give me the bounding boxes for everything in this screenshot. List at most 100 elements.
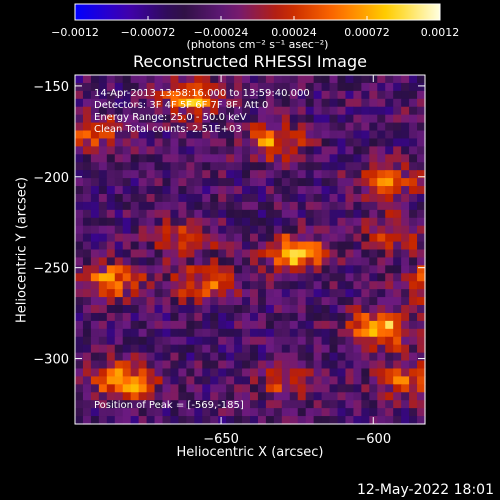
heatmap-cell (265, 416, 275, 425)
heatmap-cell (313, 90, 323, 100)
heatmap-cell (122, 384, 132, 393)
heatmap-cell (154, 217, 164, 227)
heatmap-cell (401, 98, 410, 108)
heatmap-cell (170, 320, 180, 330)
heatmap-cell (146, 146, 156, 155)
heatmap-cell (170, 75, 180, 84)
heatmap-cell (122, 130, 132, 140)
heatmap-cell (385, 265, 394, 274)
heatmap-cell (82, 336, 92, 346)
heatmap-cell (186, 106, 195, 116)
heatmap-cell (289, 344, 299, 354)
heatmap-cell (170, 186, 180, 195)
heatmap-cell (170, 130, 180, 140)
heatmap-cell (106, 106, 116, 116)
heatmap-cell (75, 297, 84, 306)
heatmap-cell (154, 186, 164, 195)
heatmap-cell (242, 193, 251, 203)
heatmap-cell (202, 178, 211, 187)
heatmap-cell (154, 146, 164, 155)
heatmap-cell (106, 193, 116, 203)
heatmap-cell (353, 170, 362, 179)
heatmap-cell (281, 154, 291, 163)
heatmap-cell (138, 178, 148, 187)
heatmap-cell (369, 241, 378, 251)
heatmap-cell (210, 392, 219, 401)
heatmap-cell (162, 320, 172, 330)
heatmap-cell (257, 193, 267, 203)
heatmap-cell (210, 281, 219, 290)
heatmap-cell (250, 138, 259, 147)
heatmap-cell (226, 138, 235, 147)
heatmap-cell (138, 392, 148, 401)
heatmap-cell (75, 162, 84, 171)
heatmap-cell (289, 368, 299, 378)
heatmap-cell (297, 281, 307, 290)
heatmap-cell (138, 106, 148, 116)
heatmap-cell (305, 130, 315, 140)
heatmap-cell (202, 257, 211, 266)
heatmap-cell (281, 170, 291, 179)
heatmap-cell (186, 241, 195, 251)
heatmap-cell (297, 209, 307, 219)
heatmap-cell (226, 122, 235, 132)
heatmap-cell (234, 154, 243, 163)
heatmap-cell (242, 416, 251, 425)
heatmap-cell (138, 328, 148, 338)
heatmap-cell (234, 114, 243, 124)
heatmap-cell (146, 392, 156, 401)
heatmap-cell (242, 352, 251, 362)
heatmap-cell (393, 225, 402, 235)
heatmap-cell (273, 400, 283, 409)
heatmap-cell (82, 186, 92, 195)
heatmap-cell (273, 201, 283, 211)
heatmap-cell (417, 376, 426, 385)
heatmap-cell (178, 146, 187, 155)
heatmap-cell (154, 225, 164, 235)
heatmap-cell (90, 75, 100, 84)
heatmap-cell (250, 360, 259, 370)
heatmap-cell (130, 225, 140, 235)
heatmap-cell (361, 98, 370, 108)
heatmap-cell (122, 408, 132, 417)
heatmap-cell (202, 400, 211, 409)
heatmap-cell (90, 281, 100, 290)
heatmap-cell (146, 360, 156, 370)
heatmap-cell (401, 400, 410, 409)
heatmap-cell (186, 281, 195, 290)
heatmap-cell (409, 416, 418, 425)
heatmap-cell (409, 328, 418, 338)
heatmap-cell (281, 328, 291, 338)
heatmap-cell (234, 106, 243, 116)
heatmap-cell (138, 344, 148, 354)
heatmap-cell (210, 90, 219, 100)
heatmap-cell (234, 360, 243, 370)
heatmap-cell (353, 416, 362, 425)
heatmap-cell (409, 233, 418, 243)
heatmap-cell (417, 273, 426, 282)
heatmap-cell (138, 138, 148, 147)
heatmap-cell (417, 170, 426, 179)
heatmap-cell (234, 178, 243, 187)
heatmap-cell (377, 106, 386, 116)
heatmap-cell (98, 328, 108, 338)
heatmap-cell (305, 320, 315, 330)
heatmap-cell (337, 257, 347, 266)
heatmap-cell (257, 265, 267, 274)
heatmap-cell (194, 384, 203, 393)
heatmap-cell (281, 416, 291, 425)
heatmap-cell (210, 233, 219, 243)
heatmap-cell (377, 154, 386, 163)
heatmap-cell (369, 233, 378, 243)
heatmap-cell (82, 193, 92, 203)
heatmap-cell (345, 170, 355, 179)
heatmap-cell (146, 273, 156, 282)
heatmap-cell (130, 249, 140, 259)
heatmap-cell (202, 186, 211, 195)
heatmap-cell (257, 384, 267, 393)
heatmap-cell (234, 162, 243, 171)
heatmap-cell (417, 178, 426, 187)
heatmap-cell (337, 122, 347, 132)
heatmap-cell (313, 305, 323, 314)
heatmap-cell (273, 320, 283, 330)
